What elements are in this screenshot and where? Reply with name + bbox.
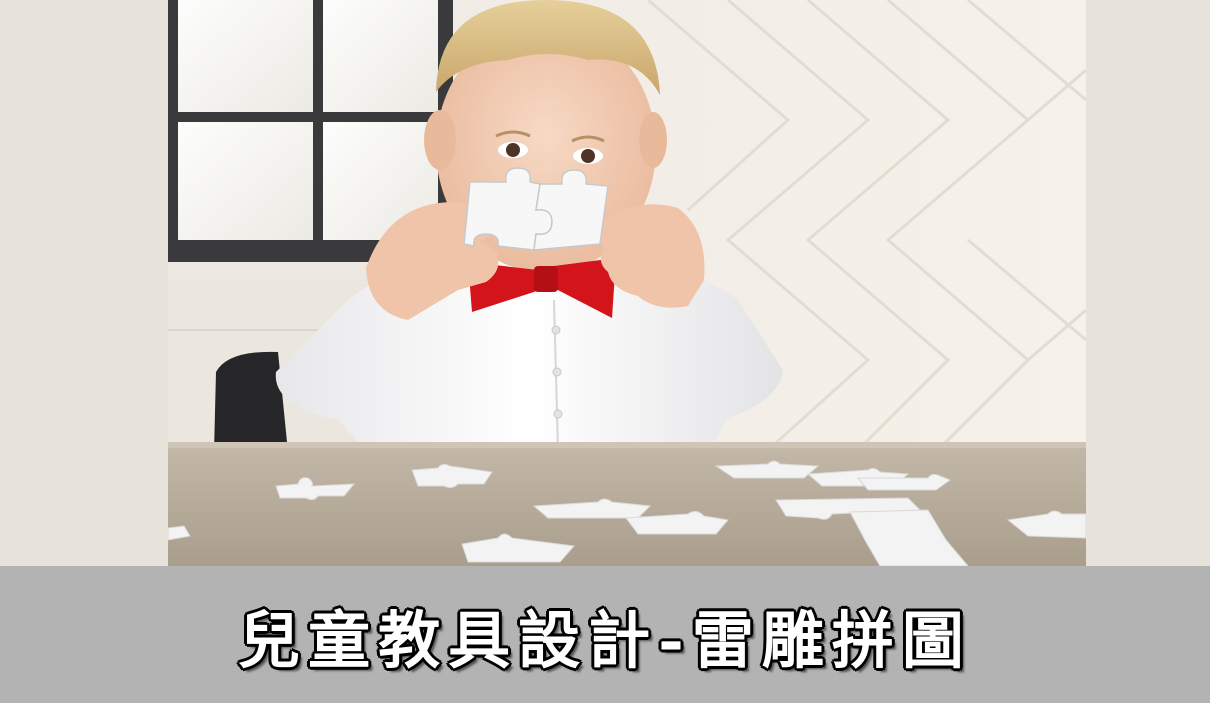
caption-bar: 兒童教具設計-雷雕拼圖 xyxy=(0,566,1210,703)
left-side-panel xyxy=(0,0,168,566)
scattered-puzzle-pieces xyxy=(168,460,1086,566)
hero-photo xyxy=(168,0,1086,566)
banner-title: 兒童教具設計-雷雕拼圖 xyxy=(238,603,972,677)
puzzle-piece-icon xyxy=(463,167,609,251)
herringbone-wall-pattern xyxy=(647,0,1086,452)
right-side-panel xyxy=(1086,0,1210,566)
right-hand xyxy=(596,204,705,308)
chair-icon xyxy=(214,351,288,452)
